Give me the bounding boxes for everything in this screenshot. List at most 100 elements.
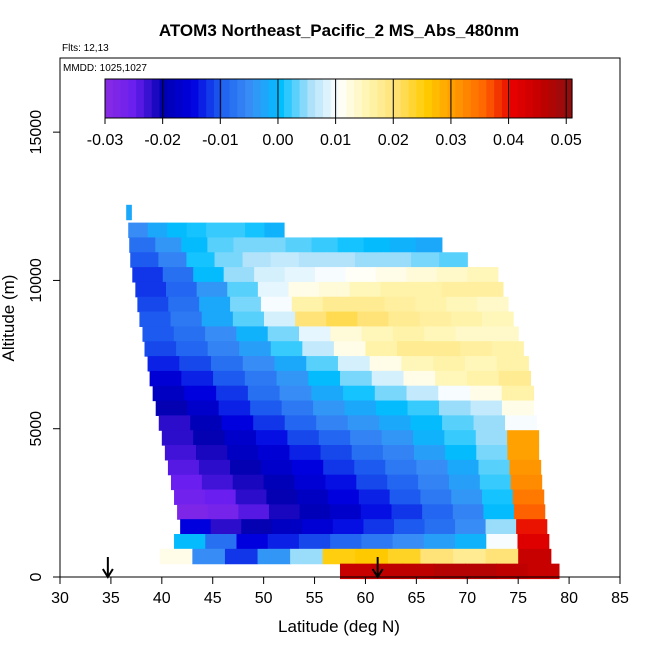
heatmap-cell (411, 252, 440, 268)
colorbar-segment (221, 79, 231, 118)
heatmap-cell (527, 563, 560, 580)
heatmap-cell (235, 489, 268, 505)
heatmap-cell (518, 548, 552, 565)
heatmap-cell (164, 445, 197, 461)
colorbar-segment (330, 79, 340, 118)
heatmap-cell (268, 504, 301, 520)
heatmap-cell (187, 400, 220, 416)
heatmap-cell (205, 326, 237, 342)
heatmap-cell (482, 489, 514, 505)
y-tick-label: 5000 (28, 411, 45, 447)
heatmap-cell (232, 474, 265, 491)
chart-title: ATOM3 Northeast_Pacific_2 MS_Abs_480nm (159, 21, 519, 40)
heatmap-cell (322, 296, 355, 313)
colorbar-segment (143, 79, 153, 118)
heatmap-cell (455, 326, 488, 342)
colorbar-segment (237, 79, 246, 118)
colorbar-segment (268, 79, 277, 118)
heatmap-cell (365, 341, 398, 357)
heatmap-cell (445, 445, 477, 461)
heatmap-cell (332, 519, 365, 535)
heatmap-cell (419, 311, 452, 327)
heatmap-cell (242, 356, 276, 372)
x-tick-label: 50 (255, 590, 273, 607)
heatmap-cell (299, 504, 331, 520)
heatmap-cell (420, 489, 452, 505)
heatmap-cell (360, 504, 393, 520)
heatmap-cell (201, 474, 234, 491)
heatmap-cell (302, 341, 335, 357)
heatmap-cell (207, 504, 239, 520)
heatmap-cell (347, 415, 380, 431)
heatmap-cell (424, 326, 457, 342)
heatmap-cell (337, 356, 371, 372)
y-tick-label: 10000 (28, 258, 45, 303)
heatmap-cell (415, 237, 443, 253)
heatmap-cell (270, 341, 303, 357)
heatmap-cell (436, 267, 468, 283)
colorbar-segment (159, 79, 168, 118)
colorbar-tick-label: 0.01 (320, 132, 351, 149)
heatmap-cell (479, 474, 512, 491)
heatmap-cell (198, 459, 231, 476)
heatmap-cell (486, 326, 519, 342)
colorbar-segment (120, 79, 129, 118)
heatmap-cell (316, 415, 349, 431)
heatmap-cell (477, 296, 509, 313)
x-tick-label: 70 (458, 590, 476, 607)
colorbar-segment (463, 79, 472, 118)
heatmap-cell (270, 252, 300, 268)
heatmap-cell (174, 533, 206, 550)
heatmap-cell (393, 519, 426, 535)
heatmap-cell (167, 459, 200, 476)
heatmap-cell (411, 281, 443, 298)
colorbar-segment (198, 79, 207, 118)
heatmap-cell (415, 296, 447, 313)
heatmap-cell (505, 415, 538, 431)
x-tick-label: 30 (51, 590, 69, 607)
colorbar-segment (494, 79, 503, 118)
heatmap-cell (510, 474, 543, 491)
heatmap-cell (442, 415, 475, 431)
heatmap-cell (473, 415, 506, 431)
colorbar-tick-label: 0.04 (493, 132, 524, 149)
heatmap-cell (439, 400, 472, 416)
heatmap-cell (333, 341, 367, 357)
heatmap-cell (298, 533, 331, 550)
colorbar-segment (392, 79, 402, 118)
heatmap-cell (199, 296, 231, 313)
heatmap-cell (464, 356, 498, 372)
heatmap-cell (407, 400, 440, 416)
colorbar-segment (136, 79, 145, 118)
colorbar-tick-label: 0.00 (262, 132, 293, 149)
heatmap-cell (496, 563, 529, 580)
heatmap-cell (257, 548, 291, 565)
colorbar-tick-label: 0.02 (378, 132, 409, 149)
colorbar-segment (112, 79, 122, 118)
colorbar-segment (400, 79, 410, 118)
heatmap-cell (433, 356, 466, 372)
heatmap-cell (213, 370, 246, 387)
heatmap-cell (128, 222, 149, 239)
colorbar-segment (175, 79, 184, 118)
heatmap-cell (514, 504, 546, 520)
heatmap-cell (475, 430, 508, 446)
heatmap-cell (192, 548, 226, 565)
heatmap-cell (413, 445, 446, 461)
heatmap-cell (142, 326, 175, 342)
heatmap-cell (340, 563, 372, 580)
colorbar-tick-label: 0.03 (435, 132, 466, 149)
heatmap-cell (358, 489, 391, 505)
heatmap-cell (384, 296, 416, 313)
colorbar-segment (213, 79, 223, 118)
heatmap-cell (422, 504, 454, 520)
heatmap-cell (302, 519, 334, 535)
x-axis: 30 35 40 45 50 55 60 65 70 75 80 85 (51, 577, 629, 607)
heatmap-cell (284, 267, 316, 283)
x-axis-label: Latitude (deg N) (278, 617, 400, 636)
heatmap-cell (244, 370, 278, 387)
colorbar-tick-label: 0.05 (551, 132, 582, 149)
heatmap-cell (281, 400, 314, 416)
colorbar-segment (299, 79, 308, 118)
heatmap-cell (483, 504, 515, 520)
